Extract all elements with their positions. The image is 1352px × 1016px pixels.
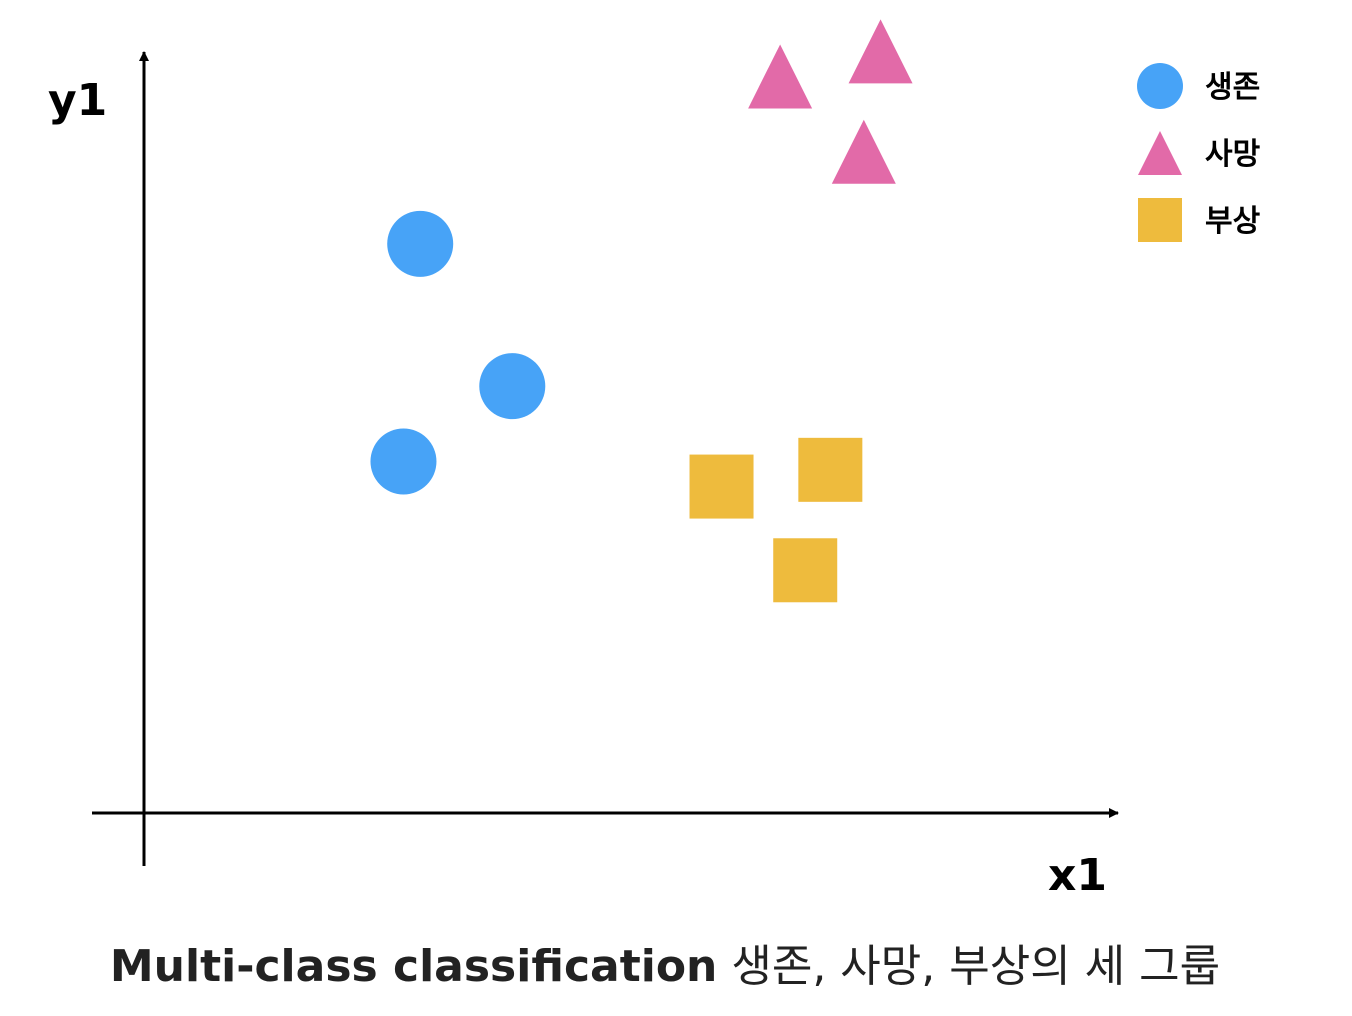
x-axis-label: x1 xyxy=(1048,850,1107,901)
chart-caption: Multi-class classification 생존, 사망, 부상의 세… xyxy=(0,930,1330,994)
legend-item-square: 부상 xyxy=(1138,198,1261,242)
point-triangle-3 xyxy=(831,119,896,184)
legend-marker-circle xyxy=(1137,63,1183,109)
point-triangle-2 xyxy=(848,19,913,84)
legend-label-triangle: 사망 xyxy=(1205,137,1261,172)
point-circle-1 xyxy=(387,210,454,277)
data-points xyxy=(370,19,913,603)
point-square-1 xyxy=(689,454,754,519)
legend-item-circle: 생존 xyxy=(1137,63,1260,109)
legend-marker-square xyxy=(1138,198,1182,242)
point-square-2 xyxy=(798,437,863,502)
y-axis-label: y1 xyxy=(48,75,107,126)
legend-label-circle: 생존 xyxy=(1205,70,1260,105)
legend-marker-triangle xyxy=(1138,131,1182,175)
caption-bold-text: Multi-class classification xyxy=(109,941,718,992)
legend-label-square: 부상 xyxy=(1205,204,1261,239)
point-circle-3 xyxy=(479,353,546,420)
point-circle-2 xyxy=(370,428,437,495)
legend-item-triangle: 사망 xyxy=(1138,131,1261,175)
caption-korean-text: 생존, 사망, 부상의 세 그룹 xyxy=(717,941,1221,992)
point-square-3 xyxy=(773,538,838,603)
point-triangle-1 xyxy=(748,44,813,109)
